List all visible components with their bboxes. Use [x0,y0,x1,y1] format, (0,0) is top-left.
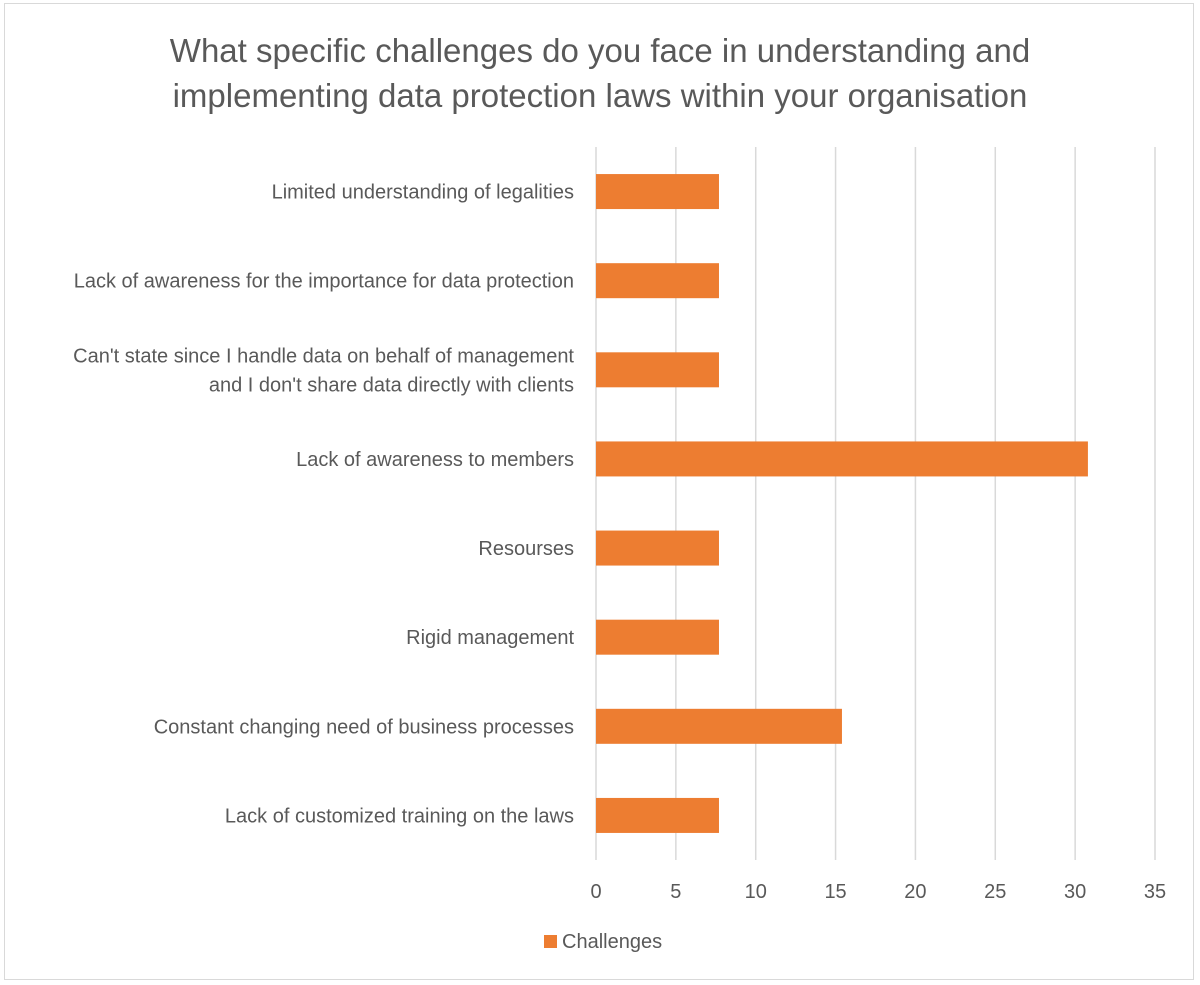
x-tick-label: 30 [1064,881,1086,903]
chart-title: What specific challenges do you face in … [0,28,1200,118]
category-label: Can't state since I handle data on behal… [73,345,574,367]
bar [596,797,719,833]
legend: Challenges [544,931,662,953]
gridlines [595,147,1156,860]
x-tick-label: 0 [590,881,601,903]
bar [596,352,719,388]
category-label: Lack of awareness for the importance for… [74,271,574,293]
bar [596,263,719,299]
category-label: Rigid management [406,627,574,649]
x-tick-label: 15 [824,881,846,903]
x-tick-label: 5 [670,881,681,903]
bar [596,619,719,655]
chart-title-line-1: What specific challenges do you face in … [169,32,1031,69]
chart-title-line-2: implementing data protection laws within… [172,77,1028,114]
category-label: and I don't share data directly with cli… [209,374,574,396]
bar [596,708,842,744]
bar [596,441,1088,477]
x-tick-label: 10 [745,881,767,903]
category-label: Limited understanding of legalities [272,182,574,204]
bars [596,174,1088,833]
category-label: Constant changing need of business proce… [154,716,574,738]
x-axis-tick-labels: 0 5 10 15 20 25 30 35 [590,881,1166,903]
category-labels: Limited understanding of legalities Lack … [73,182,574,828]
x-tick-label: 25 [984,881,1006,903]
legend-swatch [544,935,557,948]
bar [596,174,719,210]
x-tick-label: 20 [904,881,926,903]
category-label: Lack of awareness to members [296,449,574,471]
x-tick-label: 35 [1144,881,1166,903]
category-label: Lack of customized training on the laws [225,805,574,827]
category-label: Resourses [478,538,574,560]
legend-label: Challenges [562,931,662,953]
bar [596,530,719,566]
